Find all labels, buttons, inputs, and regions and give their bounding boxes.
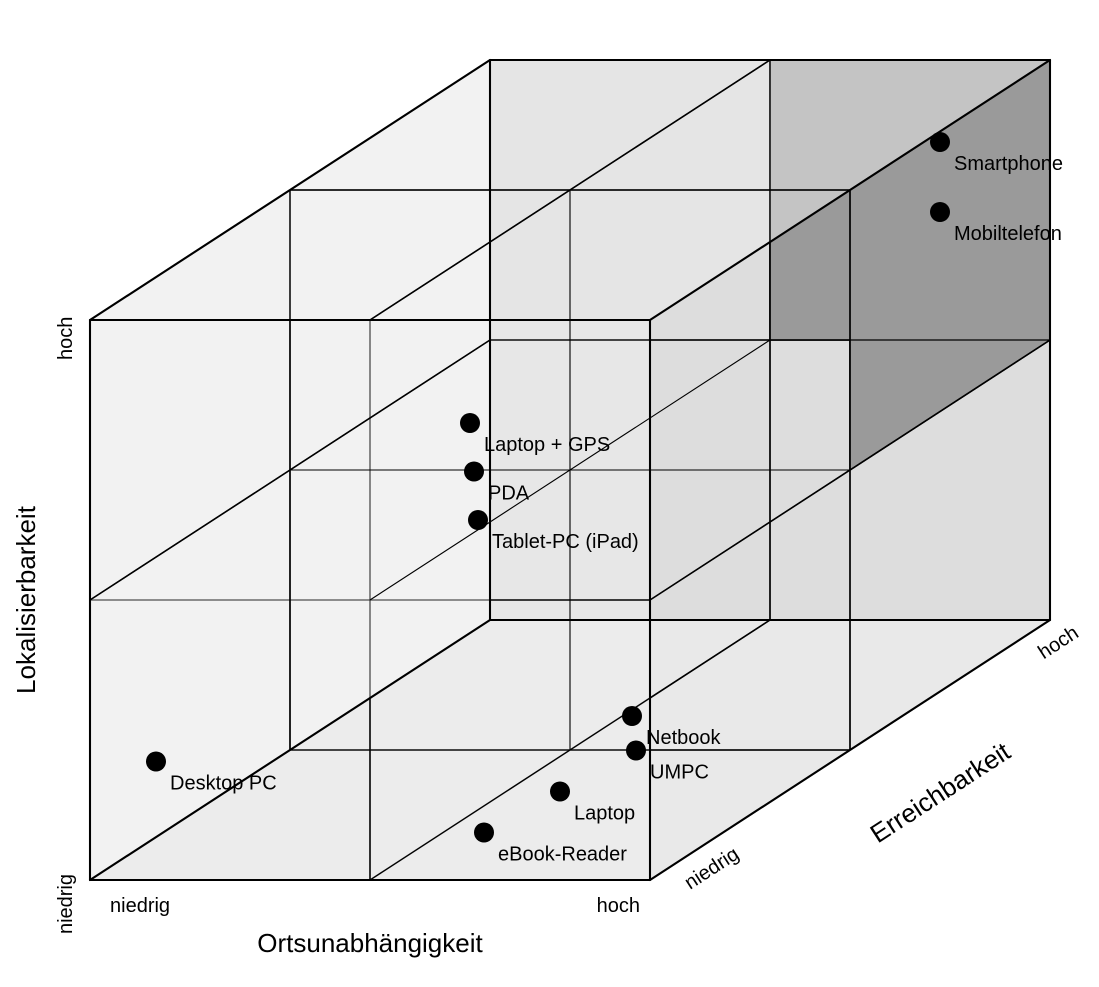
data-point-label-0: Desktop PC (170, 773, 277, 795)
data-point-label-2: Laptop (574, 803, 635, 825)
data-point-label-7: Laptop + GPS (484, 434, 610, 456)
data-point-label-9: Smartphone (954, 153, 1063, 175)
axis-x-low-tick: niedrig (110, 895, 170, 917)
data-point-3 (626, 741, 646, 761)
axis-x-high-tick: hoch (597, 895, 640, 917)
data-point-2 (550, 782, 570, 802)
axis-y-title-text: Lokalisierbarkeit (11, 505, 41, 694)
data-point-8 (930, 202, 950, 222)
axis-x-title-text: Ortsunabhängigkeit (257, 928, 483, 958)
data-point-9 (930, 132, 950, 152)
data-point-6 (464, 462, 484, 482)
axis-y-high-tick: hoch (55, 317, 77, 360)
data-point-label-6: PDA (488, 483, 530, 505)
axis-y-low-tick: niedrig (55, 874, 77, 934)
data-point-label-5: Tablet-PC (iPad) (492, 531, 639, 553)
data-point-0 (146, 752, 166, 772)
data-point-label-4: Netbook (646, 727, 721, 749)
data-point-label-8: Mobiltelefon (954, 223, 1062, 245)
data-point-label-1: eBook-Reader (498, 844, 627, 866)
data-point-4 (622, 706, 642, 726)
data-point-1 (474, 823, 494, 843)
data-point-label-3: UMPC (650, 762, 709, 784)
data-point-5 (468, 510, 488, 530)
data-point-7 (460, 413, 480, 433)
axis-z-high-tick: hoch (1034, 622, 1082, 664)
axis-z-title-text: Erreichbarkeit (865, 736, 1016, 849)
